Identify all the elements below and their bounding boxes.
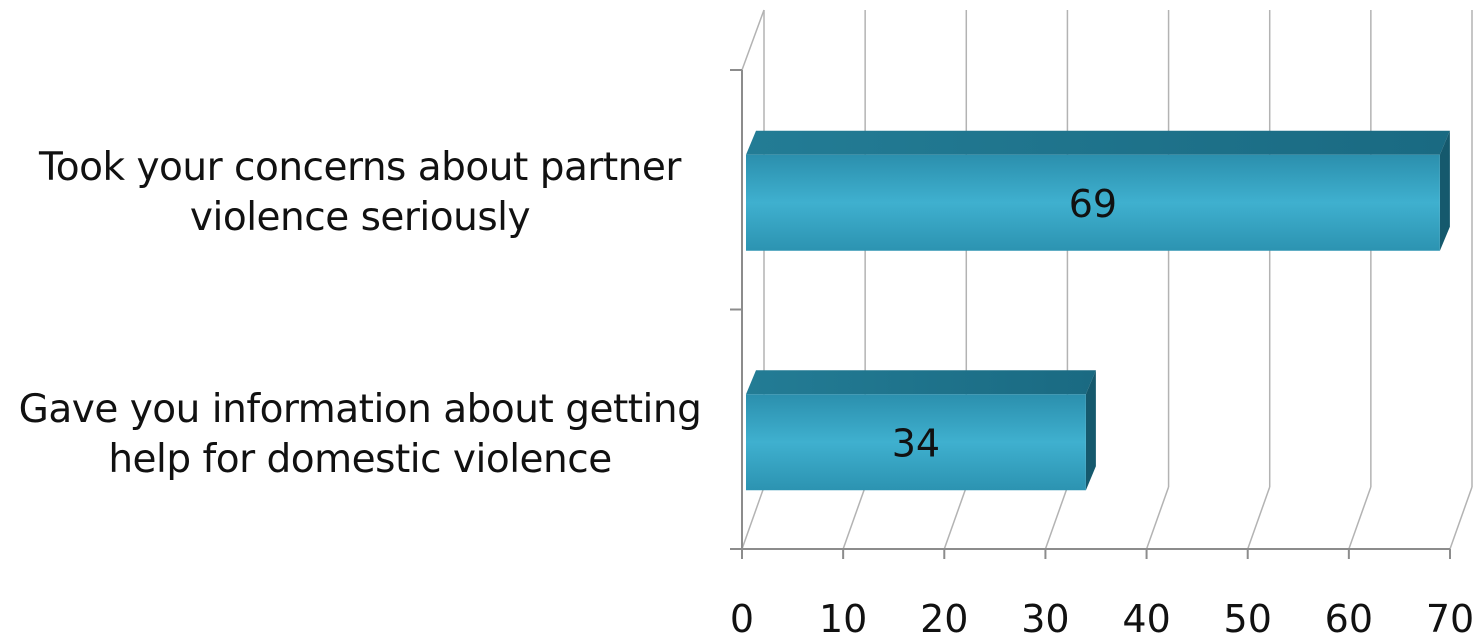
gridline-floor-60 (1348, 486, 1372, 550)
category-label-information-line2: help for domestic violence (108, 437, 612, 482)
axis-layer (730, 69, 1451, 559)
gridline-floor-40 (1145, 486, 1170, 550)
bar-1-side (1085, 370, 1096, 491)
gridline-floor-20 (943, 486, 967, 550)
gridline-floor-50 (1247, 486, 1271, 550)
x-tick-label-10: 10 (819, 597, 867, 639)
gridline-floor-10 (842, 486, 866, 550)
side-wall-top-edge (741, 9, 765, 71)
bar-0-top (746, 130, 1450, 155)
x-tick-label-40: 40 (1122, 597, 1170, 639)
data-label-layer: 69 34 (892, 182, 1117, 466)
category-label-concerns-line1: Took your concerns about partner (39, 145, 681, 190)
bar-0-front (746, 154, 1440, 251)
category-label-information-line1: Gave you information about getting (18, 387, 702, 432)
data-label-1: 34 (892, 421, 940, 465)
x-tick-label-60: 60 (1325, 597, 1373, 639)
bar-1-top (746, 370, 1096, 395)
x-tick-label-0: 0 (730, 597, 754, 639)
gridline-floor-0 (741, 486, 765, 550)
bar-0 (746, 130, 1450, 251)
category-label-information: Gave you information about getting help … (0, 385, 720, 485)
data-label-0: 69 (1069, 182, 1117, 226)
category-label-concerns: Took your concerns about partner violenc… (0, 143, 720, 243)
x-tick-label-70: 70 (1426, 597, 1474, 639)
gridline-floor-70 (1449, 486, 1473, 550)
x-tick-label-30: 30 (1021, 597, 1069, 639)
bar-1 (746, 370, 1096, 491)
bar-0-side (1439, 130, 1450, 251)
x-tick-label-50: 50 (1224, 597, 1272, 639)
x-tick-label-20: 20 (920, 597, 968, 639)
bar-1-front (746, 394, 1086, 491)
bar-layer (746, 130, 1450, 491)
tick-label-layer: 0 10 20 30 40 50 60 70 (730, 597, 1474, 639)
gridline-floor-30 (1044, 486, 1069, 550)
category-label-concerns-line2: violence seriously (189, 195, 531, 240)
